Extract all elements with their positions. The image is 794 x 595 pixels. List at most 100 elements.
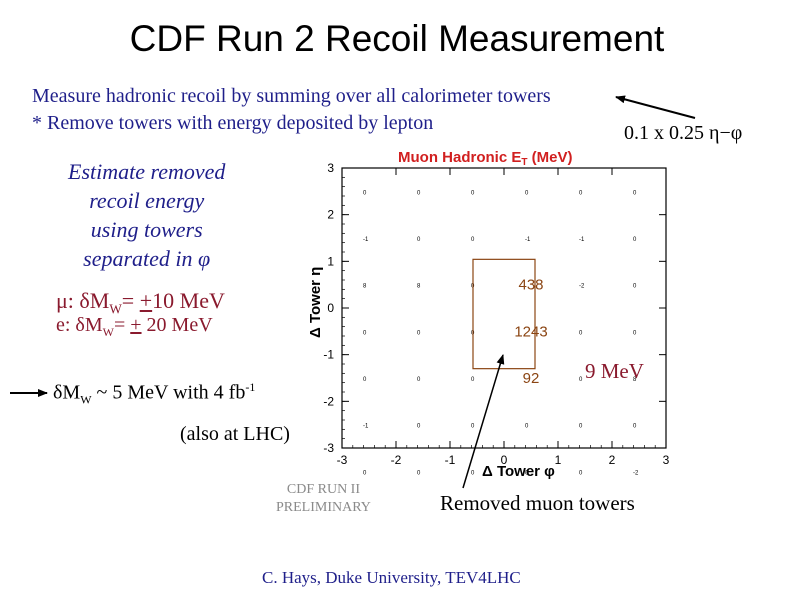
prelim-line: PRELIMINARY: [276, 500, 371, 515]
x-tick-label: 3: [663, 453, 670, 467]
heatmap-cell-value: 0: [579, 470, 583, 476]
x-tick-labels: -3 -2 -1 0 1 2 3: [337, 453, 670, 467]
heatmap-cell-value: 0: [633, 190, 637, 196]
y-tick-label: -1: [323, 348, 334, 362]
heatmap-cell-value: 0: [633, 424, 637, 430]
projected-uncertainty: δMW ~ 5 MeV with 4 fb-1: [53, 380, 255, 408]
muon-uncert-value: 10 MeV: [152, 288, 225, 313]
heatmap-cell-value: 0: [471, 330, 475, 336]
heatmap-cell-value: 0: [471, 190, 475, 196]
heatmap-cell-value: 0: [417, 470, 421, 476]
heatmap-cell-value: 8: [363, 284, 367, 290]
heatmap-cell-value: 0: [363, 470, 367, 476]
axis-ticks: [341, 167, 667, 449]
estimate-line: using towers: [90, 217, 203, 242]
heatmap-cell-value: 8: [417, 284, 421, 290]
electron-uncert-value: 20 MeV: [141, 314, 213, 336]
heatmap-cell-value: -2: [579, 284, 585, 290]
heatmap-cell-value: 0: [471, 377, 475, 383]
projection-prefix: δM: [53, 381, 81, 404]
electron-uncert-pm: +: [130, 314, 142, 336]
y-tick-labels: 3 2 1 0 -1 -2 -3: [323, 161, 334, 455]
heatmap-cell-value: 0: [633, 284, 637, 290]
heatmap-cell-value: -1: [363, 424, 369, 430]
heatmap-cell-value: 0: [579, 377, 583, 383]
preliminary-stamp: CDF RUN II PRELIMINARY: [276, 481, 371, 517]
heatmap-cell-value: 0: [417, 377, 421, 383]
heatmap-cell-value: 0: [417, 190, 421, 196]
heatmap-cell-value: 1243: [514, 323, 547, 340]
heatmap-cell-value: 92: [523, 370, 540, 387]
heatmap-cell-value: 8: [633, 377, 637, 383]
prelim-line: CDF RUN II: [286, 482, 361, 497]
heatmap-cell-value: 0: [525, 470, 529, 476]
footer-credit: C. Hays, Duke University, TEV4LHC: [262, 568, 521, 587]
heatmap-cell-value: 0: [525, 190, 529, 196]
heatmap-cell-value: 438: [518, 277, 543, 294]
heatmap-cell-value: 0: [417, 237, 421, 243]
heatmap-cell-value: 0: [417, 424, 421, 430]
heatmap-cell-value: -1: [579, 237, 585, 243]
heatmap-cell-value: 0: [579, 330, 583, 336]
chart-title-suffix: (MeV): [527, 149, 572, 166]
y-tick-label: 2: [327, 208, 334, 222]
removed-towers-box: [472, 258, 536, 370]
y-tick-label: 3: [327, 161, 334, 175]
heatmap-cell-value: 0: [363, 330, 367, 336]
estimate-line: separated in φ: [83, 246, 211, 271]
y-tick-label: 1: [327, 254, 334, 268]
muon-uncert-prefix: μ: δM: [56, 288, 110, 313]
muon-uncert-pm: +: [139, 288, 153, 313]
tower-size-arrow: [615, 95, 696, 119]
x-tick-label: -1: [445, 453, 456, 467]
chart-title-sub: T: [521, 157, 527, 168]
muon-mass-uncertainty: μ: δMW= +10 MeV: [56, 288, 225, 317]
electron-mass-uncertainty: e: δMW= + 20 MeV: [56, 314, 213, 340]
heatmap-cell-value: 0: [417, 330, 421, 336]
lhc-note: (also at LHC): [180, 423, 290, 445]
muon-uncert-eq: =: [121, 288, 140, 313]
heatmap-cell-value: 0: [579, 190, 583, 196]
estimate-line: recoil energy: [89, 188, 205, 213]
heatmap-cell-value: -1: [363, 237, 369, 243]
heatmap-cell-value: 0: [471, 424, 475, 430]
x-tick-label: 1: [555, 453, 562, 467]
y-tick-label: 0: [327, 301, 334, 315]
heatmap-cell-value: 0: [363, 190, 367, 196]
heatmap-cells: 0 0 0 0 0 0 -1 0 0 -1 -1 0 8 8 0 438 -2 0 0 0 0 1243 0 0 0 0 0 92 0 8…: [363, 190, 639, 476]
y-axis-label: Δ Tower η: [307, 267, 324, 338]
projection-text: ~ 5 MeV with 4 fb: [91, 381, 246, 404]
lepton-removal-note: * Remove towers with energy deposited by…: [32, 112, 434, 134]
heatmap-cell-value: 0: [363, 377, 367, 383]
x-tick-label: -2: [391, 453, 402, 467]
estimate-text: Estimate removed recoil energy using tow…: [68, 157, 225, 273]
x-axis-label: Δ Tower φ: [482, 463, 555, 480]
electron-uncert-sub: W: [102, 325, 114, 339]
y-tick-label: -2: [323, 394, 334, 408]
heatmap-cell-value: 0: [471, 284, 475, 290]
heatmap-cell-value: 0: [579, 424, 583, 430]
removed-towers-arrow: [462, 354, 505, 489]
tower-size-label: 0.1 x 0.25 η−φ: [624, 122, 743, 144]
heatmap-cell-value: -2: [633, 470, 639, 476]
heatmap-cell-value: 0: [633, 237, 637, 243]
electron-uncert-prefix: e: δM: [56, 314, 103, 336]
nine-mev-annotation: 9 MeV: [585, 359, 644, 383]
removed-muon-towers-label: Removed muon towers: [440, 491, 635, 515]
electron-uncert-eq: =: [113, 314, 131, 336]
estimate-line: Estimate removed: [68, 159, 226, 184]
heatmap-cell-value: 0: [471, 237, 475, 243]
projection-sub: W: [80, 392, 92, 407]
x-tick-label: 2: [609, 453, 616, 467]
heatmap-cell-value: -1: [525, 237, 531, 243]
y-tick-label: -3: [323, 441, 334, 455]
heatmap-cell-value: 0: [471, 470, 475, 476]
x-tick-label: -3: [337, 453, 348, 467]
chart-title-prefix: Muon Hadronic E: [398, 149, 521, 166]
heatmap-cell-value: 0: [633, 330, 637, 336]
plot-frame: [341, 167, 667, 449]
projection-sup: -1: [245, 380, 256, 394]
chart-title: Muon Hadronic ET (MeV): [398, 149, 572, 168]
heatmap-cell-value: 0: [525, 424, 529, 430]
muon-uncert-sub: W: [109, 301, 122, 317]
